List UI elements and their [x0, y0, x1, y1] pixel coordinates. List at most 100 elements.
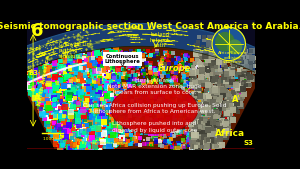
Point	[129, 123, 134, 125]
Point	[75, 113, 80, 115]
Point	[153, 140, 158, 143]
Point	[159, 74, 164, 76]
Point	[66, 95, 71, 98]
Point	[111, 86, 116, 88]
Point	[88, 118, 92, 121]
Point	[56, 136, 61, 139]
Point	[96, 70, 101, 73]
Point	[80, 128, 85, 131]
Point	[148, 67, 153, 69]
Point	[113, 111, 118, 114]
Point	[228, 67, 233, 69]
Point	[105, 81, 110, 84]
Point	[216, 66, 221, 69]
Point	[164, 86, 169, 89]
Point	[90, 97, 95, 100]
Point	[236, 80, 241, 83]
Point	[151, 99, 156, 102]
Point	[193, 104, 197, 107]
Point	[136, 87, 141, 89]
Point	[169, 66, 174, 68]
Point	[216, 126, 220, 129]
Point	[206, 68, 211, 70]
Point	[242, 81, 247, 83]
Point	[107, 143, 112, 146]
Point	[78, 67, 83, 70]
Point	[73, 96, 77, 99]
Point	[201, 132, 206, 135]
Point	[171, 77, 176, 80]
Point	[61, 69, 66, 71]
Point	[208, 137, 213, 139]
Point	[214, 140, 219, 143]
Point	[65, 79, 70, 81]
Point	[107, 115, 112, 117]
Point	[231, 118, 236, 121]
Point	[83, 141, 88, 143]
Point	[39, 99, 44, 101]
Point	[71, 61, 76, 64]
Point	[185, 103, 190, 105]
Point	[61, 67, 66, 70]
Point	[59, 144, 64, 146]
Point	[215, 56, 220, 59]
Point	[67, 84, 72, 87]
Point	[59, 106, 64, 109]
Point	[49, 85, 53, 88]
Point	[75, 146, 80, 149]
Point	[79, 101, 83, 103]
Point	[159, 130, 164, 133]
Point	[64, 90, 69, 93]
Point	[180, 91, 184, 94]
Point	[223, 51, 227, 54]
Point	[76, 122, 80, 125]
Point	[58, 139, 63, 142]
Point	[125, 78, 130, 81]
Point	[187, 144, 192, 146]
Point	[196, 128, 201, 131]
Point	[194, 56, 198, 59]
Point	[147, 55, 152, 57]
Point	[75, 73, 80, 75]
Point	[203, 82, 208, 84]
Point	[167, 62, 172, 65]
Point	[61, 108, 66, 111]
Point	[159, 75, 164, 77]
Point	[193, 118, 198, 121]
Point	[190, 119, 195, 122]
Point	[119, 125, 124, 128]
Point	[185, 86, 190, 88]
Point	[236, 81, 240, 84]
Point	[127, 105, 132, 107]
Point	[116, 144, 121, 146]
Point	[199, 113, 203, 116]
Point	[51, 84, 56, 86]
Point	[53, 96, 58, 99]
Point	[74, 139, 79, 142]
Point	[83, 49, 88, 51]
Point	[57, 39, 62, 42]
Point	[251, 65, 256, 67]
Point	[92, 102, 97, 104]
Point	[210, 65, 215, 67]
Point	[93, 86, 98, 89]
Point	[47, 76, 52, 79]
Point	[112, 66, 116, 68]
Point	[123, 112, 128, 115]
Point	[81, 74, 86, 76]
Point	[56, 97, 61, 100]
Point	[83, 146, 88, 149]
Point	[84, 135, 89, 138]
Point	[92, 117, 97, 120]
Point	[75, 145, 80, 148]
Point	[69, 67, 74, 69]
Point	[68, 123, 73, 125]
Point	[195, 111, 200, 113]
Point	[44, 82, 49, 85]
Point	[202, 52, 207, 55]
Point	[187, 83, 192, 85]
Point	[196, 146, 200, 148]
Point	[186, 81, 190, 84]
Point	[214, 116, 219, 119]
Point	[45, 66, 50, 68]
